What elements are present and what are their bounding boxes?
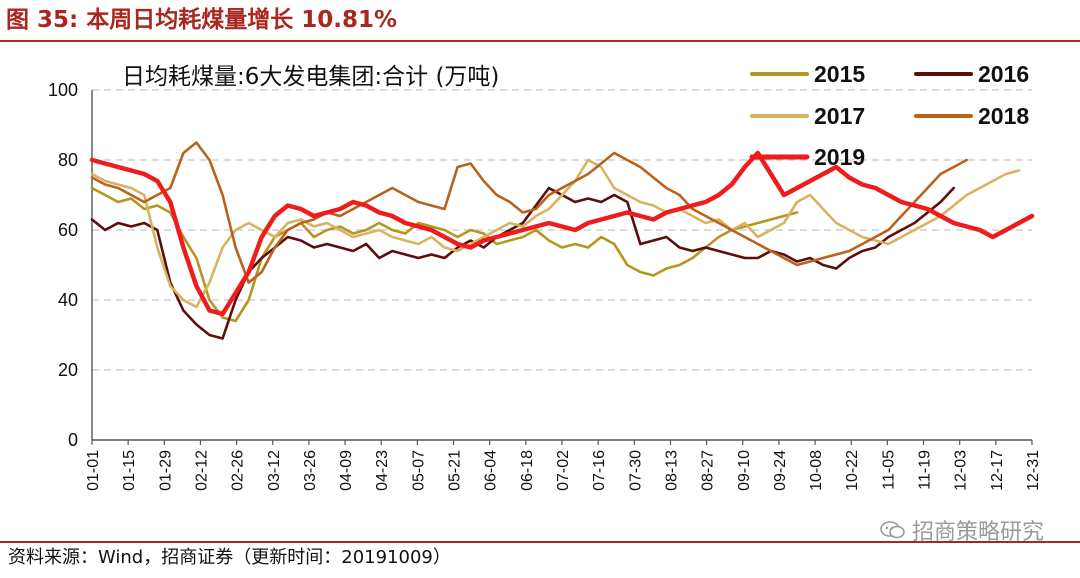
x-tick-label-01-29: 01-29 — [157, 450, 174, 491]
figure-title-text: 本周日均耗煤量增长 10.81% — [86, 7, 398, 33]
series-line-2019 — [89, 150, 1035, 317]
watermark: 招商策略研究 — [880, 514, 1044, 546]
chart-title: 日均耗煤量:6大发电集团:合计 (万吨) — [122, 64, 499, 90]
wechat-icon — [880, 521, 905, 539]
header-rule — [0, 40, 1080, 42]
line-chart: 0 20 40 60 80 100 01-01 01-15 01-29 02-12 02-26 03-… — [48, 61, 1042, 491]
x-tick-label-07-02: 07-02 — [555, 450, 572, 491]
x-tick-label-03-12: 03-12 — [266, 450, 283, 491]
x-tick-label-12-17: 12-17 — [989, 450, 1006, 491]
x-tick-label-06-18: 06-18 — [519, 450, 536, 491]
x-tick-label-07-30: 07-30 — [627, 450, 644, 491]
x-tick-label-01-01: 01-01 — [85, 450, 102, 491]
y-tick-label-40: 40 — [58, 290, 78, 310]
x-tick-label-02-26: 02-26 — [230, 450, 247, 491]
x-tick-label-04-09: 04-09 — [338, 450, 355, 491]
x-tick-label-11-19: 11-19 — [917, 450, 934, 490]
y-tick-label-80: 80 — [58, 150, 78, 170]
x-tick-label-12-31: 12-31 — [1025, 450, 1042, 491]
x-tick-label-07-16: 07-16 — [591, 450, 608, 491]
legend-label-2016: 2016 — [978, 61, 1029, 87]
series-line-2015 — [90, 186, 799, 323]
x-tick-label-08-13: 08-13 — [663, 450, 680, 491]
series-line-2018 — [90, 141, 969, 284]
x-tick-label-05-07: 05-07 — [410, 450, 427, 491]
x-tick-label-08-27: 08-27 — [700, 450, 717, 491]
legend-label-2017: 2017 — [814, 103, 865, 129]
legend-label-2018: 2018 — [978, 103, 1029, 129]
source-note: 资料来源：Wind，招商证券（更新时间：20191009） — [8, 547, 451, 568]
y-tick-label-100: 100 — [48, 80, 78, 100]
x-tick-label-11-05: 11-05 — [880, 450, 897, 490]
y-tick-label-0: 0 — [68, 430, 78, 450]
legend-label-2015: 2015 — [814, 61, 865, 87]
x-tick-label-10-08: 10-08 — [808, 450, 825, 491]
x-tick-label-03-26: 03-26 — [302, 450, 319, 491]
y-tick-label-20: 20 — [58, 360, 78, 380]
x-tick-label-09-24: 09-24 — [772, 450, 789, 491]
x-tick-label-04-23: 04-23 — [374, 450, 391, 491]
y-tick-label-60: 60 — [58, 220, 78, 240]
x-tick-label-10-22: 10-22 — [844, 450, 861, 491]
series-line-2016 — [90, 186, 956, 340]
x-tick-label-09-10: 09-10 — [736, 450, 753, 491]
figure-label: 图 35: — [6, 7, 79, 33]
footer-rule — [0, 541, 1080, 543]
legend-label-2019: 2019 — [814, 144, 865, 170]
watermark-text: 招商策略研究 — [911, 520, 1044, 545]
series-line-2017 — [90, 158, 1021, 309]
figure-title: 图 35: 本周日均耗煤量增长 10.81% — [6, 4, 397, 36]
x-tick-label-01-15: 01-15 — [121, 450, 138, 491]
x-tick-label-12-03: 12-03 — [953, 450, 970, 491]
x-tick-label-05-21: 05-21 — [447, 450, 464, 491]
x-tick-label-02-12: 02-12 — [193, 450, 210, 491]
x-tick-label-06-04: 06-04 — [483, 450, 500, 491]
